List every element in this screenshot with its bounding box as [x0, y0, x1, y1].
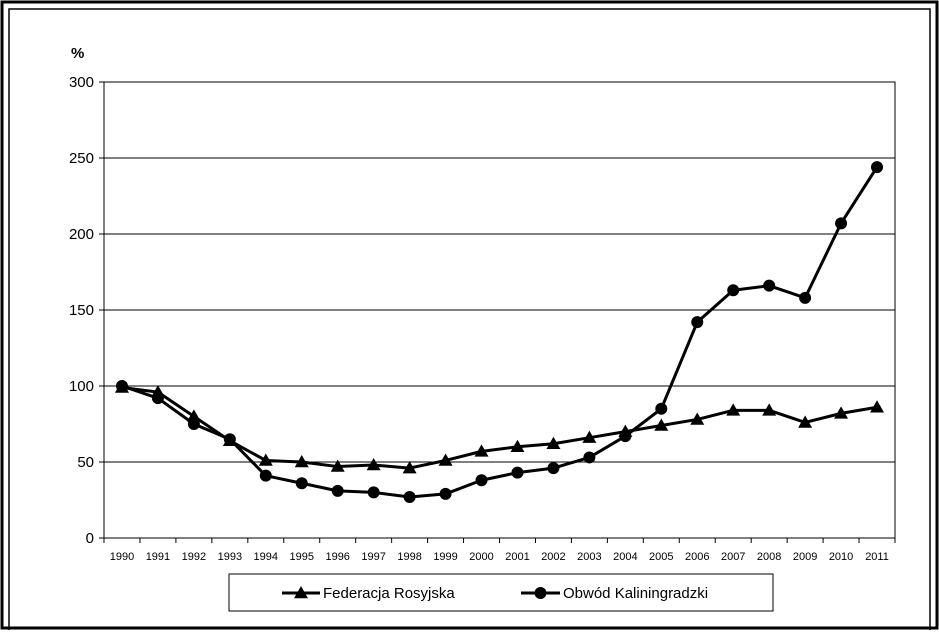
triangle-marker	[258, 453, 273, 466]
triangle-marker	[798, 415, 813, 428]
triangle-marker	[330, 459, 345, 472]
circle-marker	[871, 161, 884, 174]
circle-marker	[439, 487, 452, 500]
triangle-marker	[438, 453, 453, 466]
y-tick-label: 0	[86, 530, 94, 547]
x-tick-label: 2005	[649, 551, 673, 563]
legend-label: Obwód Kaliningradzki	[563, 585, 708, 602]
circle-marker	[151, 392, 164, 405]
circle-marker	[259, 469, 272, 482]
circle-marker	[799, 291, 812, 304]
circle-marker	[295, 477, 308, 490]
x-tick-label: 2010	[829, 551, 853, 563]
triangle-marker	[546, 436, 561, 450]
x-tick-label: 1998	[397, 551, 421, 563]
x-tick-label: 2000	[469, 551, 493, 563]
x-tick-label: 1993	[218, 551, 242, 563]
series	[114, 161, 885, 503]
x-tick-label: 1995	[290, 551, 314, 563]
x-tick-label: 2001	[505, 551, 529, 563]
triangle-marker	[186, 409, 201, 422]
circle-marker	[367, 486, 380, 499]
inner-border	[8, 8, 931, 635]
x-tick-label: 2009	[793, 551, 817, 563]
triangle-marker	[654, 418, 669, 431]
triangle-marker	[726, 403, 741, 416]
triangle-marker	[402, 461, 417, 474]
x-tick-label: 2008	[757, 551, 781, 563]
circle-marker	[619, 430, 632, 443]
triangle-marker	[762, 403, 777, 416]
y-tick-label: 150	[69, 302, 94, 319]
series-line	[121, 166, 879, 499]
triangle-marker	[294, 586, 308, 599]
triangle-marker	[366, 458, 381, 471]
x-tick-label: 1994	[254, 551, 278, 563]
series-line	[121, 386, 878, 470]
circle-marker	[187, 418, 200, 430]
x-tick-label: 2002	[541, 551, 565, 563]
triangle-marker	[834, 406, 849, 419]
y-tick-label: 100	[69, 378, 94, 395]
circle-marker	[583, 451, 596, 464]
circle-marker	[115, 380, 128, 392]
circle-marker	[655, 402, 668, 415]
triangle-marker	[474, 444, 489, 457]
circle-marker	[223, 433, 236, 446]
legend-item-0: Federacja Rosyjska	[282, 585, 455, 602]
y-tick-label: 200	[69, 226, 94, 243]
triangle-marker	[510, 439, 525, 453]
x-tick-label: 1997	[361, 551, 385, 563]
triangle-marker	[870, 400, 885, 413]
x-tick-label: 1990	[110, 551, 134, 563]
triangle-marker	[690, 412, 705, 425]
legend-item-1: Obwód Kaliningradzki	[521, 585, 708, 602]
series-1	[115, 161, 884, 503]
y-tick-label: 300	[69, 74, 94, 91]
circle-marker	[403, 490, 416, 503]
y-axis-label: %	[71, 45, 84, 62]
circle-marker	[475, 474, 488, 487]
axes: 0 50 100 150 200 250 300% 1990 1991 1992 1993 1994 1…	[69, 45, 896, 563]
circle-marker	[534, 587, 547, 599]
x-tick-label: 2006	[685, 551, 709, 563]
circle-marker	[331, 484, 344, 497]
x-tick-label: 2007	[721, 551, 745, 563]
triangle-marker	[582, 430, 597, 443]
triangle-marker	[294, 455, 309, 468]
x-tick-label: 1991	[146, 551, 170, 563]
x-tick-label: 2011	[865, 551, 889, 563]
circle-marker	[547, 462, 560, 475]
x-tick-label: 1999	[433, 551, 457, 563]
x-tick-label: 1992	[182, 551, 206, 563]
legend-label: Federacja Rosyjska	[323, 585, 455, 602]
x-tick-label: 1996	[325, 551, 349, 563]
circle-marker	[691, 316, 704, 329]
circle-marker	[727, 284, 740, 297]
circle-marker	[763, 279, 776, 292]
y-tick-label: 250	[69, 150, 94, 167]
x-tick-label: 2004	[613, 551, 637, 563]
circle-marker	[835, 217, 848, 230]
y-tick-label: 50	[77, 454, 94, 471]
legend: Federacja Rosyjska Obwód Kaliningradzki	[228, 573, 774, 612]
circle-marker	[511, 466, 524, 479]
x-tick-label: 2003	[577, 551, 601, 563]
